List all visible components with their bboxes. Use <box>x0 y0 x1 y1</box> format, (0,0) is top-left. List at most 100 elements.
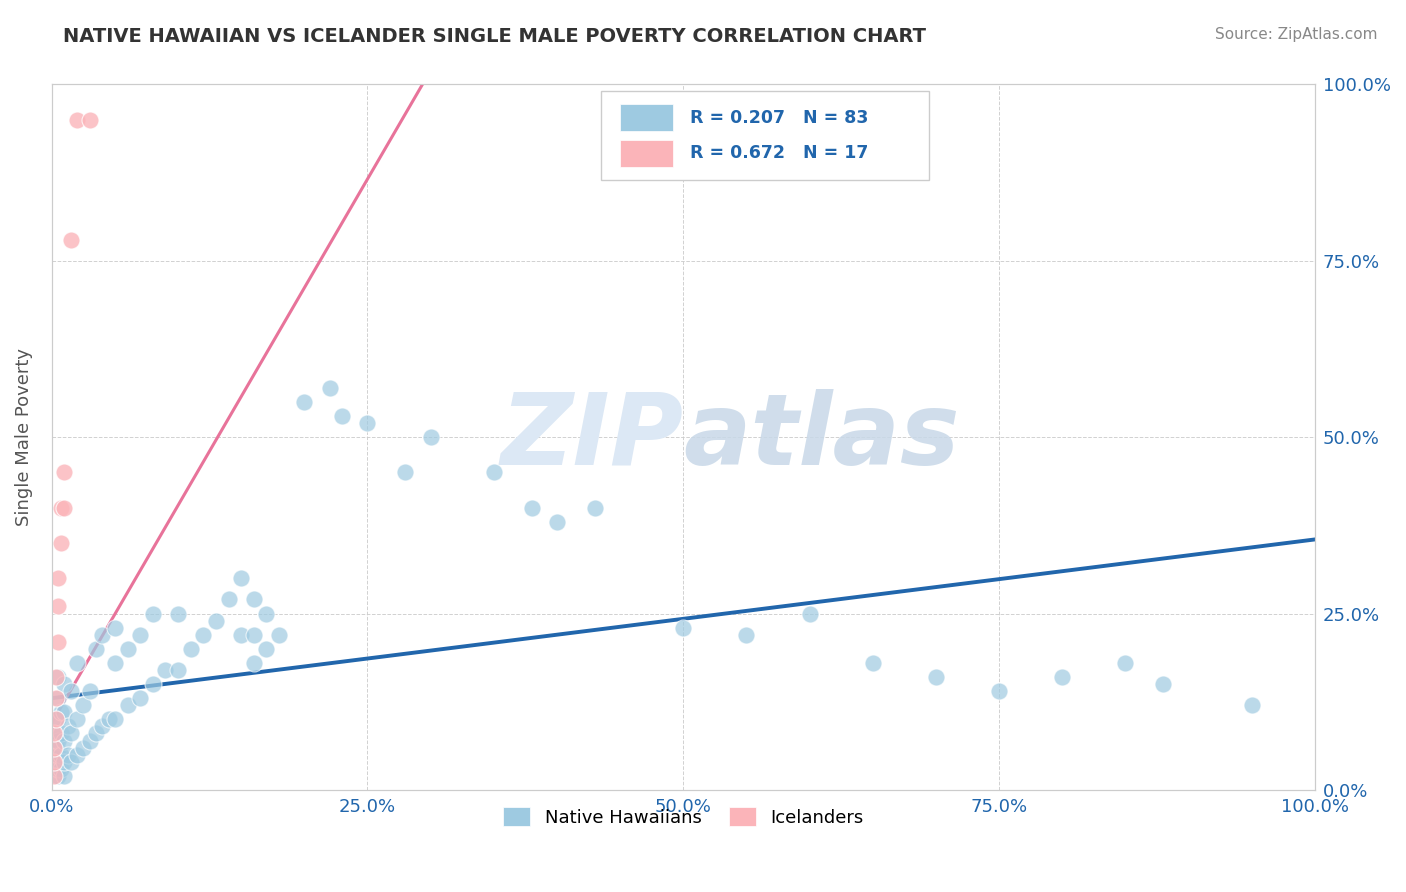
Point <box>104 621 127 635</box>
Point <box>862 656 884 670</box>
Point <box>45 733 67 747</box>
Point <box>45 712 67 726</box>
Point <box>59 755 82 769</box>
Point <box>49 500 72 515</box>
Point <box>49 726 72 740</box>
Text: Source: ZipAtlas.com: Source: ZipAtlas.com <box>1215 27 1378 42</box>
Point <box>1240 698 1263 713</box>
Point <box>53 466 76 480</box>
Point <box>79 112 101 127</box>
Point <box>49 536 72 550</box>
Point <box>117 641 139 656</box>
Point <box>546 515 568 529</box>
Point <box>53 755 76 769</box>
Point <box>104 656 127 670</box>
Point <box>231 571 253 585</box>
Point <box>1152 677 1174 691</box>
Point <box>66 112 89 127</box>
FancyBboxPatch shape <box>602 92 929 179</box>
Point <box>142 607 165 621</box>
Point <box>45 747 67 762</box>
Point <box>1050 670 1073 684</box>
Y-axis label: Single Male Poverty: Single Male Poverty <box>15 348 32 526</box>
Point <box>1114 656 1136 670</box>
Point <box>44 769 66 783</box>
Point <box>79 733 101 747</box>
Point <box>243 656 266 670</box>
Point <box>46 733 69 747</box>
Point <box>66 747 89 762</box>
Point <box>56 719 79 733</box>
Point <box>53 769 76 783</box>
Point <box>72 698 94 713</box>
Text: NATIVE HAWAIIAN VS ICELANDER SINGLE MALE POVERTY CORRELATION CHART: NATIVE HAWAIIAN VS ICELANDER SINGLE MALE… <box>63 27 927 45</box>
Point <box>356 416 378 430</box>
Point <box>84 726 107 740</box>
Point <box>45 740 67 755</box>
Point <box>482 466 505 480</box>
Point <box>91 628 114 642</box>
Point <box>45 691 67 706</box>
Point <box>583 500 606 515</box>
Point <box>59 684 82 698</box>
Point <box>72 740 94 755</box>
Point <box>56 747 79 762</box>
Point <box>267 628 290 642</box>
Point <box>46 762 69 776</box>
Point <box>46 599 69 614</box>
Point <box>129 691 152 706</box>
Point <box>243 592 266 607</box>
Point <box>45 726 67 740</box>
Point <box>925 670 948 684</box>
Point <box>66 712 89 726</box>
Point <box>45 670 67 684</box>
Text: R = 0.207   N = 83: R = 0.207 N = 83 <box>689 109 868 127</box>
Point <box>117 698 139 713</box>
Point <box>53 706 76 720</box>
Point <box>46 769 69 783</box>
Point <box>419 430 441 444</box>
Point <box>256 641 278 656</box>
Point <box>49 747 72 762</box>
Point <box>97 712 120 726</box>
Point <box>53 677 76 691</box>
Point <box>46 747 69 762</box>
Point <box>46 691 69 706</box>
Point <box>205 614 228 628</box>
Text: ZIP: ZIP <box>501 389 683 485</box>
Point <box>46 571 69 585</box>
Legend: Native Hawaiians, Icelanders: Native Hawaiians, Icelanders <box>496 800 870 834</box>
Point <box>44 740 66 755</box>
Point <box>799 607 821 621</box>
Point <box>104 712 127 726</box>
Text: atlas: atlas <box>683 389 960 485</box>
Point <box>46 670 69 684</box>
Point <box>46 712 69 726</box>
Text: R = 0.672   N = 17: R = 0.672 N = 17 <box>689 145 868 162</box>
Point <box>45 755 67 769</box>
Point <box>256 607 278 621</box>
Point <box>193 628 215 642</box>
FancyBboxPatch shape <box>620 140 673 167</box>
FancyBboxPatch shape <box>620 104 673 131</box>
Point <box>243 628 266 642</box>
Point <box>231 628 253 642</box>
Point <box>129 628 152 642</box>
Point <box>84 641 107 656</box>
Point <box>180 641 202 656</box>
Point <box>45 762 67 776</box>
Point <box>142 677 165 691</box>
Point <box>987 684 1010 698</box>
Point <box>79 684 101 698</box>
Point <box>155 663 177 677</box>
Point <box>45 712 67 726</box>
Point <box>520 500 543 515</box>
Point <box>318 381 340 395</box>
Point <box>45 769 67 783</box>
Point <box>330 409 353 423</box>
Point <box>735 628 758 642</box>
Point <box>91 719 114 733</box>
Point <box>66 656 89 670</box>
Point <box>53 733 76 747</box>
Point <box>167 607 190 621</box>
